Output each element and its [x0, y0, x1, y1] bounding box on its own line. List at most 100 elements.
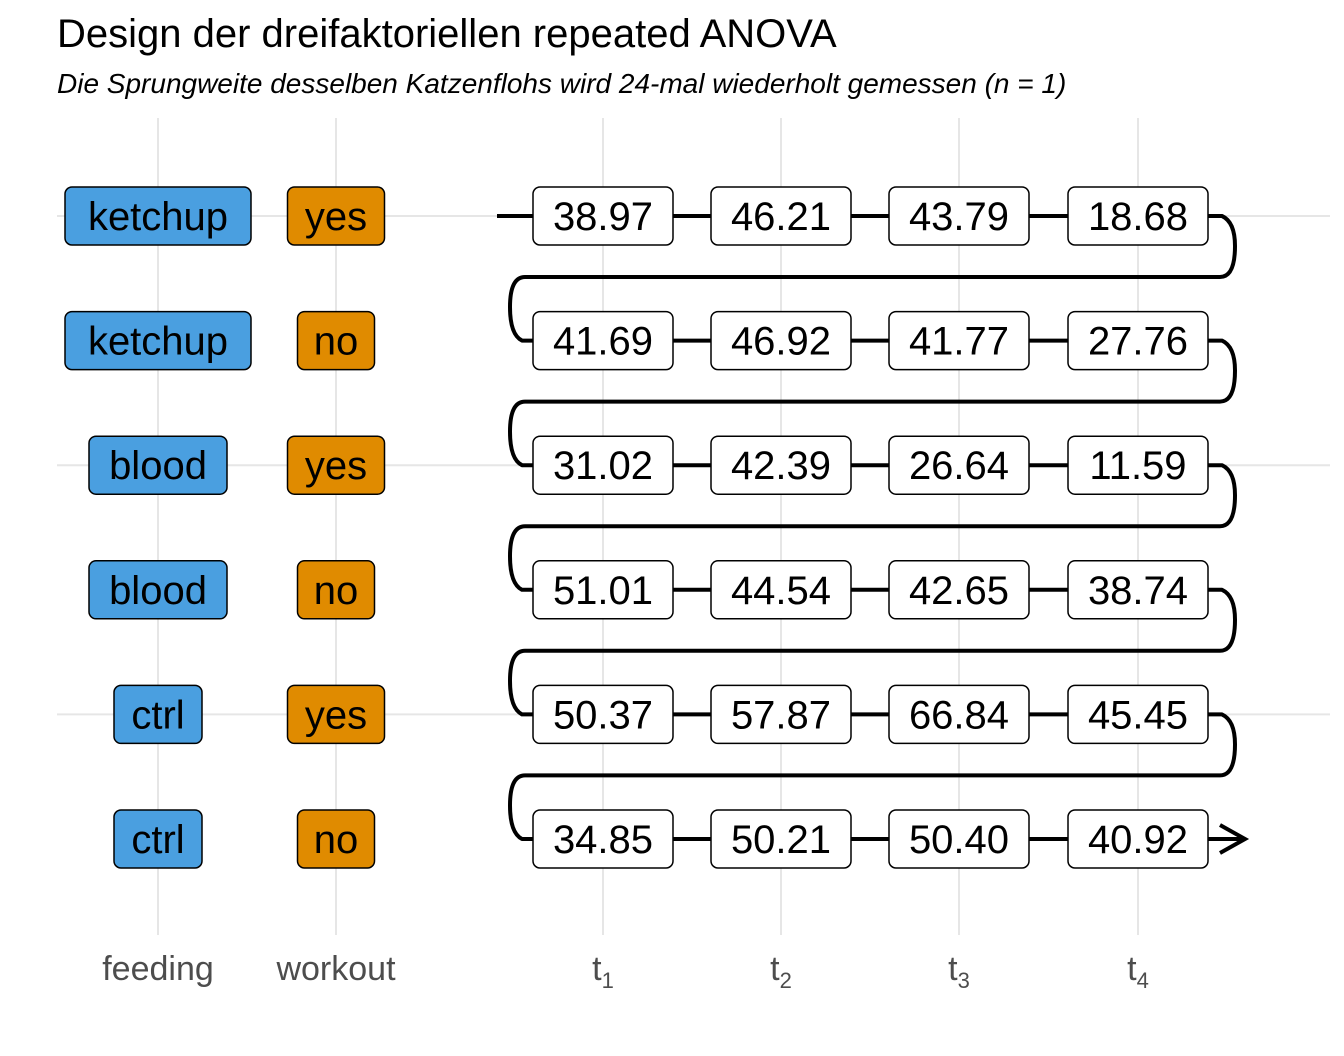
measurement-value-text: 50.40 — [909, 818, 1009, 862]
measurement-value-box — [532, 560, 674, 620]
measurement-value-text: 46.21 — [731, 195, 831, 239]
measurement-value-box — [888, 684, 1030, 745]
feeding-label-text: blood — [109, 444, 207, 488]
measurement-value-text: 42.65 — [909, 569, 1009, 613]
workout-label-text: no — [314, 569, 359, 613]
measurement-value-box — [532, 684, 674, 745]
measurement-value: 42.39 — [710, 435, 852, 495]
measurement-value: 44.54 — [710, 560, 852, 620]
measurement-value-box — [710, 435, 852, 495]
axis-labels: feeding workout t1 t2 t3 t4 — [102, 950, 1149, 993]
flow-return — [508, 587, 1237, 717]
measurement-value-text: 50.21 — [731, 818, 831, 862]
workout-label-box — [286, 186, 386, 246]
axis-label-time-sub: 4 — [1137, 968, 1149, 993]
flow-return — [508, 214, 1237, 343]
measurement-value-box — [888, 310, 1030, 371]
feeding-label: ketchup — [64, 310, 252, 371]
measurement-value-text: 38.74 — [1088, 569, 1188, 613]
measurement-value: 50.37 — [532, 684, 674, 745]
measurement-value: 31.02 — [532, 435, 674, 495]
measurement-flow-path — [497, 214, 1250, 855]
measurement-value-text: 31.02 — [553, 444, 653, 488]
measurement-value-box — [888, 560, 1030, 620]
measurement-value: 40.92 — [1067, 809, 1209, 869]
feeding-label-box — [113, 684, 203, 745]
workout-label: yes — [286, 684, 386, 745]
feeding-label-text: blood — [109, 569, 207, 613]
axis-label-time: t2 — [770, 950, 792, 993]
workout-label: no — [296, 560, 376, 620]
workout-label-box — [296, 809, 376, 869]
measurement-value: 34.85 — [532, 809, 674, 869]
measurement-value: 45.45 — [1067, 684, 1209, 745]
measurement-value-text: 44.54 — [731, 569, 831, 613]
measurement-value: 11.59 — [1067, 435, 1209, 495]
workout-label: yes — [286, 186, 386, 246]
flow-arrow-icon — [1219, 823, 1250, 855]
measurement-value: 50.40 — [888, 809, 1030, 869]
measurement-value-box — [1067, 684, 1209, 745]
measurement-value: 51.01 — [532, 560, 674, 620]
flow-return — [508, 338, 1237, 468]
workout-label: yes — [286, 435, 386, 495]
measurement-value: 26.64 — [888, 435, 1030, 495]
workout-label-box — [286, 435, 386, 495]
measurement-value-box — [710, 186, 852, 246]
measurement-value-box — [710, 560, 852, 620]
workout-label: no — [296, 809, 376, 869]
measurement-value-box — [532, 809, 674, 869]
feeding-label-text: ketchup — [88, 195, 228, 239]
measurement-value-box — [1067, 560, 1209, 620]
feeding-label: ketchup — [64, 186, 252, 246]
measurement-value-box — [532, 435, 674, 495]
measurement-value-box — [1067, 435, 1209, 495]
measurement-value-text: 42.39 — [731, 444, 831, 488]
label-boxes: ketchup yes 38.97 46.21 43.79 18.68 ketchup no 4… — [64, 186, 1209, 869]
axis-label-time-base: t — [592, 950, 602, 988]
feeding-label-text: ctrl — [131, 693, 184, 737]
measurement-value-text: 45.45 — [1088, 693, 1188, 737]
measurement-value-text: 66.84 — [909, 693, 1009, 737]
axis-label-time: t4 — [1127, 950, 1149, 993]
axis-label-time-sub: 1 — [602, 968, 614, 993]
measurement-value-text: 18.68 — [1088, 195, 1188, 239]
workout-label-text: yes — [305, 195, 367, 239]
feeding-label: blood — [88, 560, 228, 620]
flow-return — [508, 712, 1237, 841]
measurement-value-text: 50.37 — [553, 693, 653, 737]
measurement-value-text: 41.77 — [909, 320, 1009, 364]
workout-label-text: no — [314, 320, 359, 364]
workout-label-text: no — [314, 818, 359, 862]
measurement-value-box — [888, 435, 1030, 495]
measurement-value: 18.68 — [1067, 186, 1209, 246]
measurement-value-box — [1067, 310, 1209, 371]
feeding-label: ctrl — [113, 809, 203, 869]
measurement-value-box — [710, 684, 852, 745]
measurement-value-text: 38.97 — [553, 195, 653, 239]
axis-label-time: t1 — [592, 950, 614, 993]
feeding-label: ctrl — [113, 684, 203, 745]
measurement-value-box — [710, 310, 852, 371]
measurement-value: 38.97 — [532, 186, 674, 246]
feeding-label-box — [113, 809, 203, 869]
axis-label-time-base: t — [1127, 950, 1137, 988]
axis-label-time: t3 — [948, 950, 970, 993]
measurement-value-box — [888, 186, 1030, 246]
measurement-value: 46.21 — [710, 186, 852, 246]
measurement-value-text: 27.76 — [1088, 320, 1188, 364]
feeding-label: blood — [88, 435, 228, 495]
workout-label-box — [296, 560, 376, 620]
measurement-value: 43.79 — [888, 186, 1030, 246]
feeding-label-box — [88, 435, 228, 495]
measurement-value-text: 40.92 — [1088, 818, 1188, 862]
measurement-value: 42.65 — [888, 560, 1030, 620]
axis-label-workout: workout — [275, 950, 396, 988]
measurement-value: 66.84 — [888, 684, 1030, 745]
diagram-subtitle: Die Sprungweite desselben Katzenflohs wi… — [57, 68, 1067, 99]
measurement-value: 50.21 — [710, 809, 852, 869]
axis-label-time-sub: 2 — [780, 968, 792, 993]
measurement-value-box — [1067, 809, 1209, 869]
measurement-value-box — [532, 186, 674, 246]
